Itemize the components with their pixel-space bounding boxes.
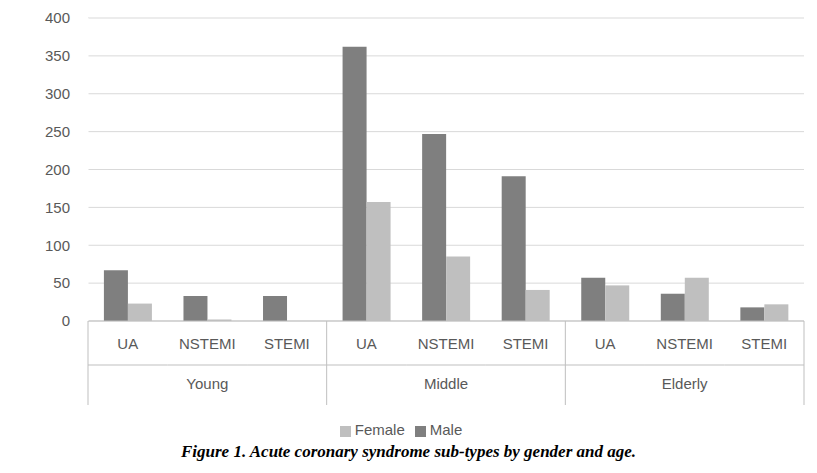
svg-text:150: 150 [45, 199, 70, 216]
svg-text:NSTEMI: NSTEMI [418, 335, 475, 352]
svg-text:200: 200 [45, 161, 70, 178]
svg-text:Young: Young [186, 375, 228, 392]
svg-text:UA: UA [117, 335, 138, 352]
svg-text:STEMI: STEMI [503, 335, 549, 352]
svg-text:NSTEMI: NSTEMI [179, 335, 236, 352]
svg-text:400: 400 [45, 9, 70, 26]
svg-text:100: 100 [45, 237, 70, 254]
svg-text:300: 300 [45, 85, 70, 102]
svg-text:0: 0 [62, 312, 70, 329]
svg-text:NSTEMI: NSTEMI [656, 335, 713, 352]
svg-text:UA: UA [595, 335, 616, 352]
html-text:Male: Male [429, 421, 463, 438]
svg-text:STEMI: STEMI [741, 335, 787, 352]
html-text:Figure 1. Acute coronary syndr: Figure 1. Acute coronary syndrome sub-ty… [181, 442, 636, 461]
svg-text:250: 250 [45, 123, 70, 140]
svg-text:Elderly: Elderly [662, 375, 708, 392]
svg-text:UA: UA [356, 335, 377, 352]
html-text:Female: Female [354, 421, 405, 438]
svg-text:350: 350 [45, 47, 70, 64]
svg-text:STEMI: STEMI [264, 335, 310, 352]
svg-text:Middle: Middle [424, 375, 468, 392]
svg-text:50: 50 [53, 274, 70, 291]
